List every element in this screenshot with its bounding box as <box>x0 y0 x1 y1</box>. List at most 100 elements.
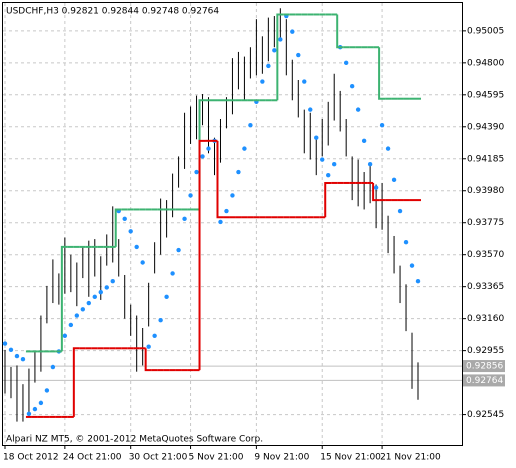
y-tick-label: 0.93570 <box>467 250 504 260</box>
y-tick-label: 0.92955 <box>467 346 504 356</box>
sar-dot <box>20 357 26 362</box>
x-tick-label: 9 Nov 21:00 <box>254 453 309 463</box>
sar-dot <box>302 79 307 84</box>
sar-dot <box>134 244 139 250</box>
chart-title: USDCHF,H3 0.92821 0.92844 0.92748 0.9276… <box>6 7 219 17</box>
channel-step <box>216 140 224 219</box>
sar-dot <box>391 177 397 183</box>
y-tick-label: 0.93775 <box>467 218 504 228</box>
sar-dot <box>32 406 38 412</box>
y-tick-label: 0.94595 <box>467 90 504 100</box>
sar-dot <box>14 353 20 359</box>
sar-dot <box>146 344 151 349</box>
sar-dot <box>308 107 313 112</box>
sar-dot <box>296 52 301 58</box>
sar-dot <box>86 300 91 306</box>
channel-step <box>114 208 122 247</box>
sar-dot <box>367 162 373 167</box>
sar-dot <box>379 123 385 128</box>
x-tick-label: 15 Nov 21:00 <box>320 453 381 463</box>
sar-dot <box>80 307 86 312</box>
sar-dot <box>343 60 349 66</box>
y-tick-label: 0.94800 <box>467 58 504 68</box>
channel-step <box>378 47 386 100</box>
sar-dot <box>248 123 253 128</box>
y-tick-label: 0.93160 <box>467 314 504 324</box>
sar-dot <box>200 154 205 159</box>
x-tick-label: 24 Oct 21:00 <box>63 453 122 463</box>
x-tick-label: 5 Nov 21:00 <box>189 453 244 463</box>
sar-dot <box>320 157 325 162</box>
channel-step <box>198 139 206 371</box>
sar-dot <box>104 285 109 290</box>
sar-dot <box>68 322 74 328</box>
sar-dot <box>409 263 415 268</box>
sar-dot <box>176 247 181 253</box>
sar-dot <box>260 79 265 84</box>
sar-dot <box>194 169 199 175</box>
y-tick-label: 0.93980 <box>467 186 504 196</box>
y-tick-label: 0.94390 <box>467 122 504 132</box>
sar-dot <box>349 84 355 89</box>
sar-dot <box>8 347 14 353</box>
x-tick-label: 18 Oct 2012 <box>3 453 59 463</box>
x-tick-label: 21 Nov 21:00 <box>380 453 441 463</box>
price-label: 0.92764 <box>466 376 503 386</box>
sar-dot <box>164 294 169 300</box>
sar-dot <box>188 193 193 198</box>
y-tick-label: 0.92545 <box>467 410 504 420</box>
y-tick-label: 0.93365 <box>467 282 504 292</box>
sar-dot <box>218 219 223 225</box>
sar-dot <box>152 333 157 339</box>
sar-dot <box>38 400 44 406</box>
channel-step <box>72 347 80 417</box>
sar-dot <box>314 135 319 140</box>
sar-dot <box>332 162 337 167</box>
sar-dot <box>224 208 229 214</box>
sar-dot <box>242 146 247 151</box>
y-tick-label: 0.95005 <box>467 26 504 36</box>
sar-dot <box>230 193 235 198</box>
sar-dot <box>397 208 403 214</box>
sar-dot <box>110 279 115 284</box>
channel-step <box>144 348 152 372</box>
sar-dot <box>373 185 379 190</box>
sar-dot <box>278 37 283 42</box>
price-label-box <box>463 360 505 373</box>
sar-dot <box>158 318 163 323</box>
channel-step <box>60 245 68 352</box>
channel-step <box>276 13 284 101</box>
sar-dot <box>62 333 68 339</box>
channel-step <box>336 14 344 49</box>
sar-dot <box>403 240 409 245</box>
plot-frame <box>2 2 463 446</box>
channel-step <box>324 181 332 218</box>
sar-dot <box>98 289 103 295</box>
price-label-box <box>463 374 505 387</box>
sar-dot <box>361 138 367 144</box>
sar-dot <box>290 29 295 34</box>
sar-dot <box>2 341 8 346</box>
x-tick-label: 30 Oct 21:00 <box>129 453 188 463</box>
sar-dot <box>355 107 361 112</box>
channel-step <box>372 182 380 202</box>
sar-dot <box>266 63 271 69</box>
price-label: 0.92856 <box>466 362 503 372</box>
sar-dot <box>236 169 241 175</box>
sar-dot <box>415 279 421 284</box>
sar-dot <box>182 216 187 222</box>
sar-dot <box>44 388 50 393</box>
sar-dot <box>92 294 97 300</box>
sar-dot <box>128 229 133 234</box>
sar-dot <box>122 216 127 222</box>
sar-dot <box>326 172 331 178</box>
sar-dot <box>26 411 32 417</box>
y-tick-label: 0.94185 <box>467 154 504 164</box>
sar-dot <box>206 146 211 151</box>
sar-dot <box>170 271 175 276</box>
footer: Alpari NZ MT5, © 2001-2012 MetaQuotes So… <box>6 435 263 445</box>
sar-dot <box>385 146 391 151</box>
sar-dot <box>272 48 277 53</box>
